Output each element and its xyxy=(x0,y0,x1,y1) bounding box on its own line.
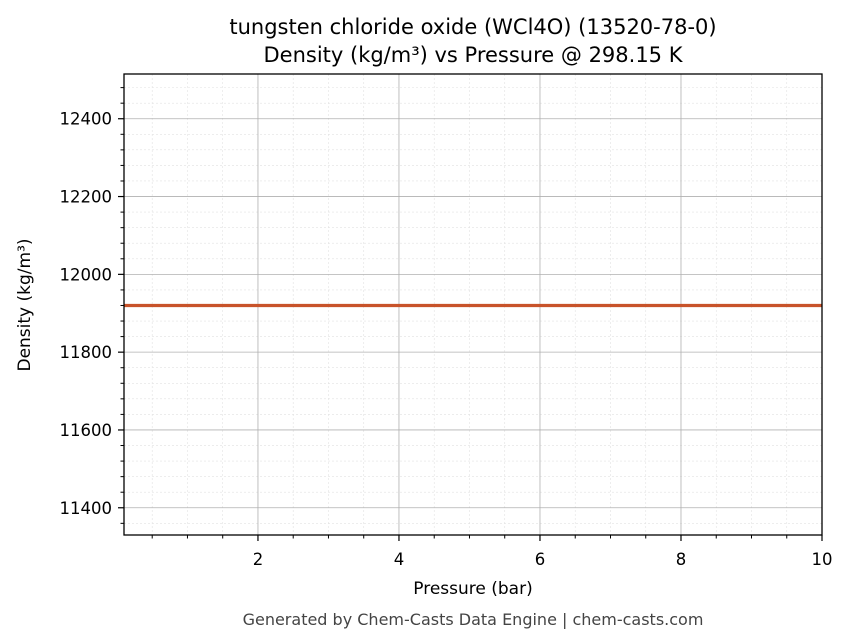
x-axis-label: Pressure (bar) xyxy=(413,579,532,599)
y-tick-label: 12400 xyxy=(60,110,113,129)
y-tick-label: 12200 xyxy=(60,188,113,207)
y-tick-label: 12000 xyxy=(60,265,113,284)
ticks-layer: 2 4 6 8 10 11400 11600 11800 12000 12200 12400 xyxy=(60,87,833,569)
y-axis-label: Density (kg/m³) xyxy=(15,238,35,371)
x-tick-label: 4 xyxy=(394,550,405,569)
y-tick-label: 11400 xyxy=(60,499,113,518)
chart-subtitle: Density (kg/m³) vs Pressure @ 298.15 K xyxy=(263,43,683,67)
footer-credit: Generated by Chem-Casts Data Engine | ch… xyxy=(243,610,704,629)
y-tick-label: 11600 xyxy=(60,421,113,440)
x-tick-label: 2 xyxy=(253,550,264,569)
x-tick-label: 10 xyxy=(812,550,833,569)
y-tick-label: 11800 xyxy=(60,343,113,362)
x-tick-label: 8 xyxy=(676,550,687,569)
plot-frame xyxy=(123,73,823,536)
chart-title: tungsten chloride oxide (WCl4O) (13520-7… xyxy=(229,15,716,39)
x-tick-label: 6 xyxy=(535,550,546,569)
